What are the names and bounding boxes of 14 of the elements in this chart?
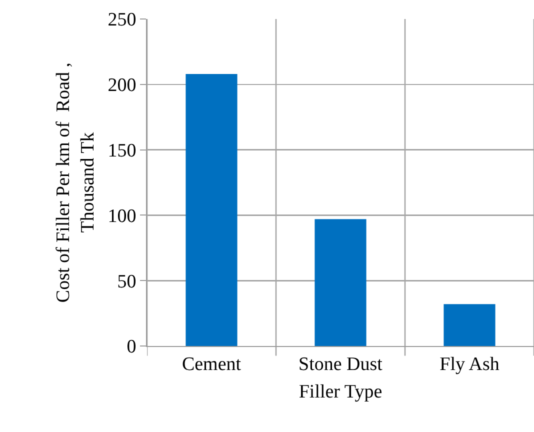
y-tick-label: 50 [117,271,136,292]
bar [186,74,238,346]
y-axis-title: Cost of Filler Per km of Road , Thousand Tk [52,62,99,303]
y-tick-label: 200 [108,75,136,96]
x-tick-label: Fly Ash [440,354,500,375]
y-tick-label: 100 [108,206,136,227]
bar [444,304,496,346]
x-tick-label: Stone Dust [298,354,384,375]
y-tick-label: 150 [108,140,136,162]
x-axis-title: Filler Type [298,382,382,403]
y-tick-label: 250 [108,10,136,31]
x-tick-label: Cement [182,354,242,375]
y-tick-label: 0 [126,336,136,358]
bar [314,219,366,346]
